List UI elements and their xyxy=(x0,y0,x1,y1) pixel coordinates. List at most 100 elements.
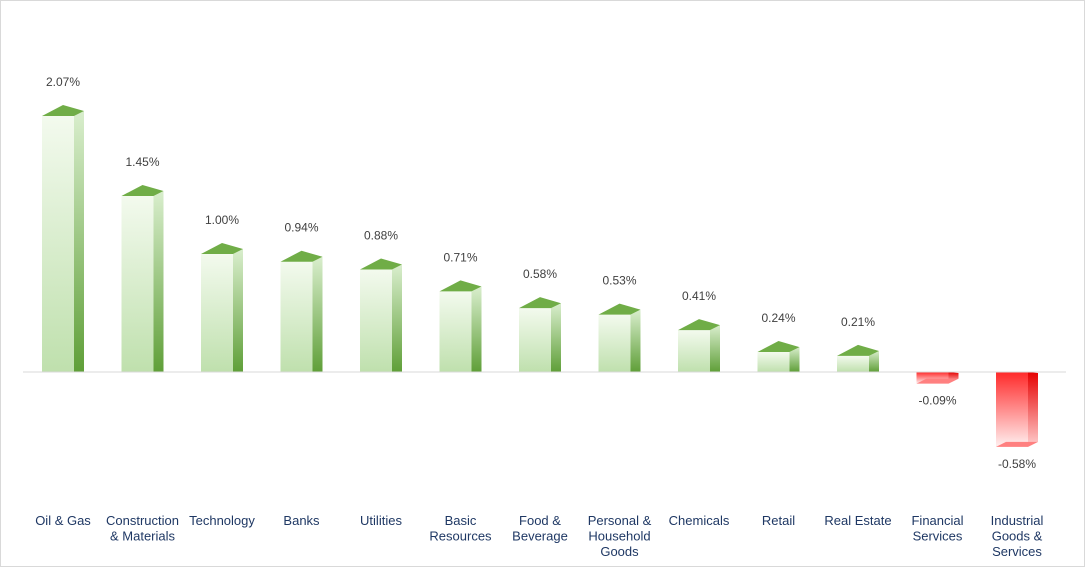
category-label: Construction & Materials xyxy=(106,513,179,544)
bar-front-face xyxy=(280,261,313,372)
bar-front-face xyxy=(996,372,1028,447)
value-label: 0.71% xyxy=(443,250,477,264)
category-label: Chemicals xyxy=(669,513,730,528)
bar-front-face xyxy=(439,291,472,372)
category-label: Retail xyxy=(762,513,795,528)
category-label-line: & Materials xyxy=(110,529,176,544)
category-label-line: Personal & xyxy=(588,513,652,528)
bar-front-face xyxy=(837,355,869,372)
category-label-line: Resources xyxy=(429,529,492,544)
value-label: -0.58% xyxy=(998,457,1036,471)
bar-12 xyxy=(916,372,959,384)
value-label: 0.21% xyxy=(841,315,875,329)
value-label: 0.94% xyxy=(284,221,318,235)
bar-front-face xyxy=(757,352,790,372)
chart-frame: 2.07% 1.45% 1.00% 0.94% 0.88% 0.71% 0.58% 0.53%… xyxy=(0,0,1085,567)
value-labels-layer: 2.07% 1.45% 1.00% 0.94% 0.88% 0.71% 0.58% 0.53%… xyxy=(46,75,1036,471)
bar-top-face xyxy=(837,344,879,356)
category-label: Banks xyxy=(283,513,320,528)
bar-top-face xyxy=(201,243,243,254)
bar-front-face xyxy=(121,195,154,372)
value-label: 2.07% xyxy=(46,75,80,89)
value-label: 1.00% xyxy=(205,213,239,227)
category-label-line: Beverage xyxy=(512,529,568,544)
bar-side-face xyxy=(630,309,641,372)
category-label: Financial Services xyxy=(911,513,963,544)
category-label-line: Services xyxy=(913,529,963,544)
bar-side-face xyxy=(233,249,243,372)
bar-side-face xyxy=(392,264,402,372)
category-labels-layer: Oil & Gas Construction & Materials Technolo… xyxy=(35,513,1043,559)
value-label: 1.45% xyxy=(125,155,159,169)
category-label: Industrial Goods & Services xyxy=(991,513,1044,559)
bar-front-face xyxy=(519,308,551,372)
value-label: 0.41% xyxy=(682,289,716,303)
bar-front-face xyxy=(201,254,233,372)
bar-13 xyxy=(996,372,1038,447)
bar-3 xyxy=(201,243,243,372)
bar-8 xyxy=(598,303,641,372)
bar-top-face xyxy=(121,184,164,196)
category-label-line: Banks xyxy=(283,513,320,528)
bar-side-face xyxy=(74,111,84,373)
value-label: 0.53% xyxy=(602,274,636,288)
bar-side-face xyxy=(153,191,164,372)
bar-side-face xyxy=(1028,372,1038,447)
category-label: Basic Resources xyxy=(429,513,492,544)
bar-front-face xyxy=(598,314,631,372)
bar-top-face xyxy=(757,341,800,353)
category-label: Utilities xyxy=(360,513,402,528)
category-label-line: Financial xyxy=(911,513,963,528)
bar-top-face xyxy=(360,258,402,270)
value-label: 0.24% xyxy=(761,311,795,325)
bar-top-face xyxy=(519,297,561,309)
bar-side-face xyxy=(869,350,879,372)
bar-side-face xyxy=(789,347,800,372)
bar-top-face xyxy=(678,319,720,331)
category-label: Personal & Household Goods xyxy=(588,513,652,559)
bar-9 xyxy=(678,319,720,372)
category-label-line: Technology xyxy=(189,513,255,528)
category-label-line: Utilities xyxy=(360,513,402,528)
category-label: Oil & Gas xyxy=(35,513,91,528)
bar-2 xyxy=(121,184,164,372)
bar-side-face xyxy=(551,303,561,372)
bars-layer xyxy=(42,104,1038,447)
bar-bottom-face xyxy=(996,441,1038,447)
value-label: 0.58% xyxy=(523,267,557,281)
category-label-line: Retail xyxy=(762,513,795,528)
bar-side-face xyxy=(710,325,720,372)
category-label-line: Chemicals xyxy=(669,513,730,528)
bar-1 xyxy=(42,104,84,373)
category-label: Technology xyxy=(189,513,255,528)
category-label: Food & Beverage xyxy=(512,513,568,544)
category-label-line: Industrial xyxy=(991,513,1044,528)
category-label-line: Real Estate xyxy=(824,513,891,528)
category-label-line: Food & xyxy=(519,513,561,528)
value-label: 0.88% xyxy=(364,228,398,242)
bar-front-face xyxy=(678,330,710,372)
category-label: Real Estate xyxy=(824,513,891,528)
bar-6 xyxy=(439,280,482,372)
bar-7 xyxy=(519,297,561,372)
category-label-line: Basic xyxy=(445,513,477,528)
bar-4 xyxy=(280,250,323,372)
bar-top-face xyxy=(280,250,323,262)
category-label-line: Goods xyxy=(600,544,639,559)
bar-bottom-face xyxy=(916,378,959,384)
category-label-line: Oil & Gas xyxy=(35,513,91,528)
bar-front-face xyxy=(360,269,392,372)
category-label-line: Goods & xyxy=(992,529,1043,544)
bar-top-face xyxy=(439,280,482,292)
category-label-line: Household xyxy=(588,529,650,544)
category-label-line: Services xyxy=(992,544,1042,559)
bar-10 xyxy=(757,341,800,372)
value-label: -0.09% xyxy=(918,394,956,408)
bar-top-face xyxy=(598,303,641,315)
category-label-line: Construction xyxy=(106,513,179,528)
bar-side-face xyxy=(471,286,482,372)
bar-side-face xyxy=(312,256,323,372)
bar-11 xyxy=(837,344,879,372)
bar-5 xyxy=(360,258,402,372)
